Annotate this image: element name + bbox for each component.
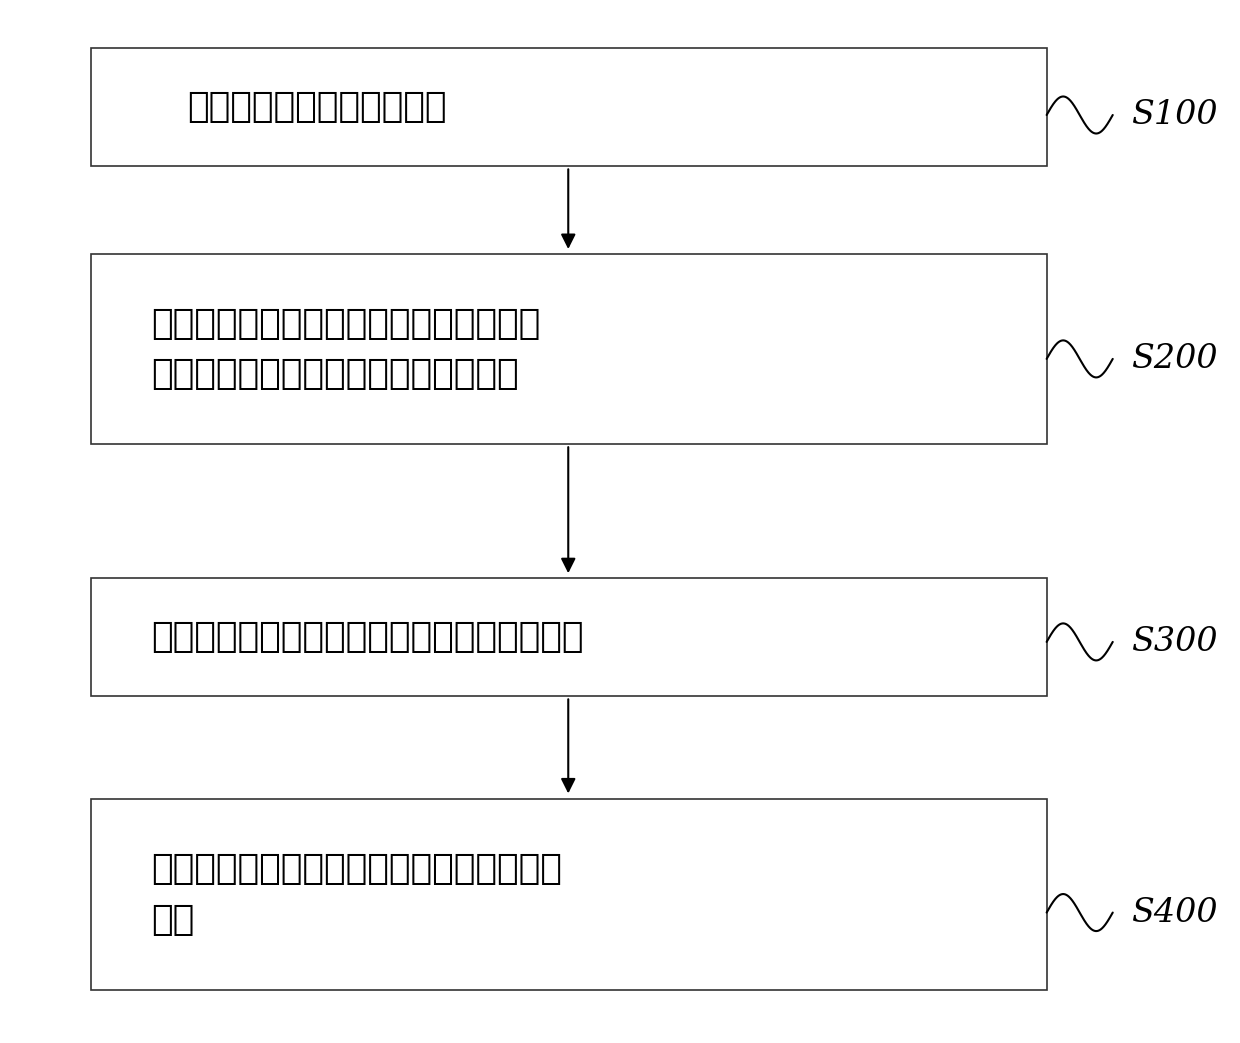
Text: 对具有微纳米复合结构的表面进行清洗并吹干: 对具有微纳米复合结构的表面进行清洗并吹干 bbox=[151, 621, 584, 654]
Text: 通过纳秒激光加工打磨处理后的金属件的
表面以得到具有微纳米复合结构的表面: 通过纳秒激光加工打磨处理后的金属件的 表面以得到具有微纳米复合结构的表面 bbox=[151, 307, 541, 391]
Bar bbox=[91, 48, 1047, 167]
Text: 将吹干后的金属件用低表面能物质溶液进行
处理: 将吹干后的金属件用低表面能物质溶液进行 处理 bbox=[151, 852, 562, 937]
Bar bbox=[91, 578, 1047, 697]
Text: S100: S100 bbox=[1131, 99, 1218, 131]
Bar bbox=[91, 799, 1047, 990]
Text: S300: S300 bbox=[1131, 626, 1218, 658]
Text: S400: S400 bbox=[1131, 897, 1218, 928]
Bar bbox=[91, 253, 1047, 444]
Text: S200: S200 bbox=[1131, 343, 1218, 374]
Text: 将金属件表面进行打磨处理: 将金属件表面进行打磨处理 bbox=[187, 91, 446, 124]
